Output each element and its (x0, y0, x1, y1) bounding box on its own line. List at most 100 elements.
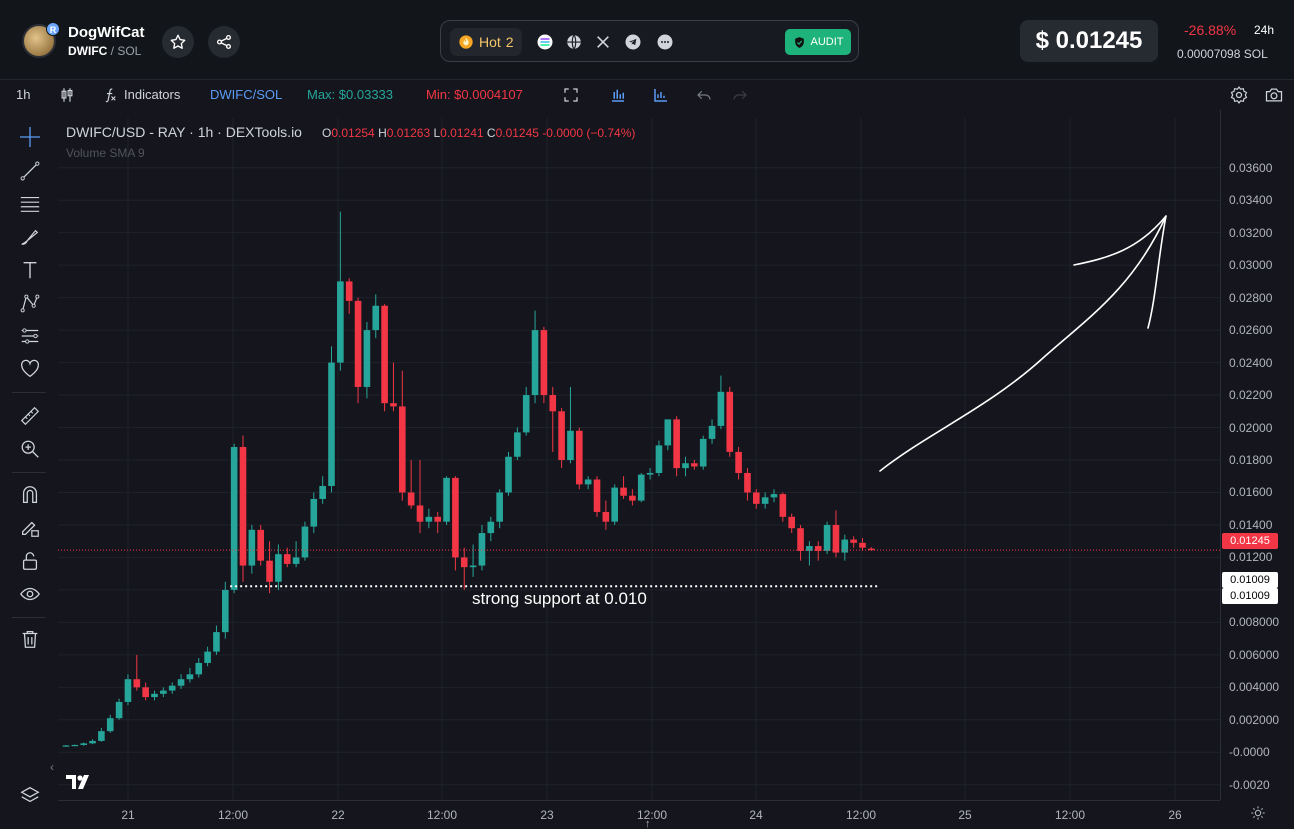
ohlc-open-label: O (322, 126, 332, 140)
scroll-to-date-arrow[interactable]: ↑ (645, 818, 651, 829)
fullscreen-icon (564, 88, 578, 102)
interval-selector[interactable]: 1h (16, 87, 31, 102)
candle-body (823, 524, 831, 551)
candle-type-button[interactable] (57, 85, 77, 105)
candle-body (814, 546, 822, 551)
pattern-tool[interactable] (17, 290, 43, 316)
trend-line-tool[interactable] (17, 158, 43, 184)
bar-chart-icon (612, 89, 624, 102)
candle-body (850, 539, 857, 543)
candle-body (514, 432, 521, 457)
collapse-rail-arrow[interactable]: ‹ (50, 760, 54, 774)
more-links[interactable] (656, 33, 674, 51)
candle (717, 375, 725, 430)
undo-icon (697, 90, 711, 100)
price-axis[interactable] (1220, 110, 1294, 800)
candle (691, 460, 698, 470)
candle (71, 744, 79, 747)
candle-body (832, 524, 840, 553)
candle (62, 744, 70, 747)
brush-tool[interactable] (17, 224, 43, 250)
redo-icon (733, 90, 747, 100)
hot-button[interactable]: Hot 2 (450, 28, 522, 56)
chart-style-button[interactable] (608, 85, 628, 105)
ruler-icon (20, 406, 40, 426)
candle (301, 521, 309, 561)
compare-button[interactable] (651, 85, 671, 105)
time-tick-label: 12:00 (217, 808, 249, 822)
candle-body (177, 679, 185, 686)
pair-selector[interactable]: DWIFC/SOL (210, 87, 283, 102)
candle (646, 468, 654, 480)
time-axis[interactable] (58, 800, 1220, 829)
visibility-tool[interactable] (17, 581, 43, 607)
candle-body (195, 662, 203, 675)
lock-drawing-tool[interactable] (17, 515, 43, 541)
candle (814, 541, 822, 561)
ohlc-change: -0.0000 (−0.74%) (542, 126, 636, 140)
stack-icon (537, 34, 553, 50)
candle (345, 278, 353, 314)
chart-title: DWIFC/USD - RAY · 1h · DEXTools.io (66, 124, 302, 140)
candle (859, 537, 866, 551)
zoom-icon (21, 440, 39, 458)
candle-body (753, 492, 760, 504)
share-button[interactable] (208, 26, 240, 58)
indicators-button[interactable]: Indicators (124, 87, 181, 102)
rail-divider (12, 392, 46, 393)
candle (460, 547, 468, 590)
candle-body (478, 533, 486, 566)
screenshot-button[interactable] (1264, 85, 1284, 105)
candle (151, 690, 158, 701)
candle (292, 541, 300, 568)
x-link[interactable] (594, 33, 612, 51)
magnet-tool[interactable] (17, 482, 43, 508)
undo-button[interactable] (694, 85, 714, 105)
hot-label: Hot (479, 34, 501, 50)
candle (89, 739, 96, 745)
time-axis-settings[interactable] (1250, 805, 1266, 826)
favorites-tool[interactable] (17, 356, 43, 382)
telegram-link[interactable] (624, 33, 642, 51)
ohlc-low: 0.01241 (440, 126, 484, 140)
indicators-icon-button[interactable] (100, 85, 120, 105)
settings-button[interactable] (1229, 85, 1249, 105)
audit-button[interactable]: AUDIT (785, 29, 851, 55)
candle-body (230, 447, 238, 590)
camera-icon (1265, 88, 1283, 102)
object-tree-tool[interactable] (17, 782, 43, 808)
candle-body (160, 690, 167, 694)
price-chart[interactable] (58, 118, 1220, 800)
favorite-button[interactable] (162, 26, 194, 58)
text-tool[interactable] (17, 257, 43, 283)
price-tick-label: 0.01800 (1229, 453, 1273, 467)
prediction-tool[interactable] (17, 323, 43, 349)
candle-body (337, 281, 344, 363)
candle (204, 646, 211, 667)
candle (779, 492, 787, 522)
candle (239, 435, 247, 582)
fullscreen-button[interactable] (561, 85, 581, 105)
fib-tool[interactable] (17, 191, 43, 217)
candle (452, 476, 459, 571)
redo-button[interactable] (730, 85, 750, 105)
lock-tool[interactable] (17, 548, 43, 574)
candle-body (98, 731, 105, 741)
chart-toolbar: 1h Indicators DWIFC/SOL Max: $0.03333 Mi… (0, 80, 1294, 110)
crosshair-tool[interactable] (17, 124, 43, 150)
heart-icon (20, 359, 40, 378)
pencil-lock-icon (22, 521, 39, 537)
support-annotation: strong support at 0.010 (472, 589, 647, 608)
website-link[interactable] (565, 33, 583, 51)
remove-drawings-tool[interactable] (17, 626, 43, 652)
measure-tool[interactable] (17, 403, 43, 429)
candle-body (602, 511, 610, 522)
zoom-tool[interactable] (17, 436, 43, 462)
candle (416, 460, 424, 534)
candle (133, 654, 141, 691)
candle-body (89, 740, 96, 744)
price-tick-label: 0.006000 (1229, 647, 1280, 662)
candle-body (292, 557, 300, 564)
candle-body (168, 685, 176, 691)
solana-link[interactable] (536, 33, 554, 51)
